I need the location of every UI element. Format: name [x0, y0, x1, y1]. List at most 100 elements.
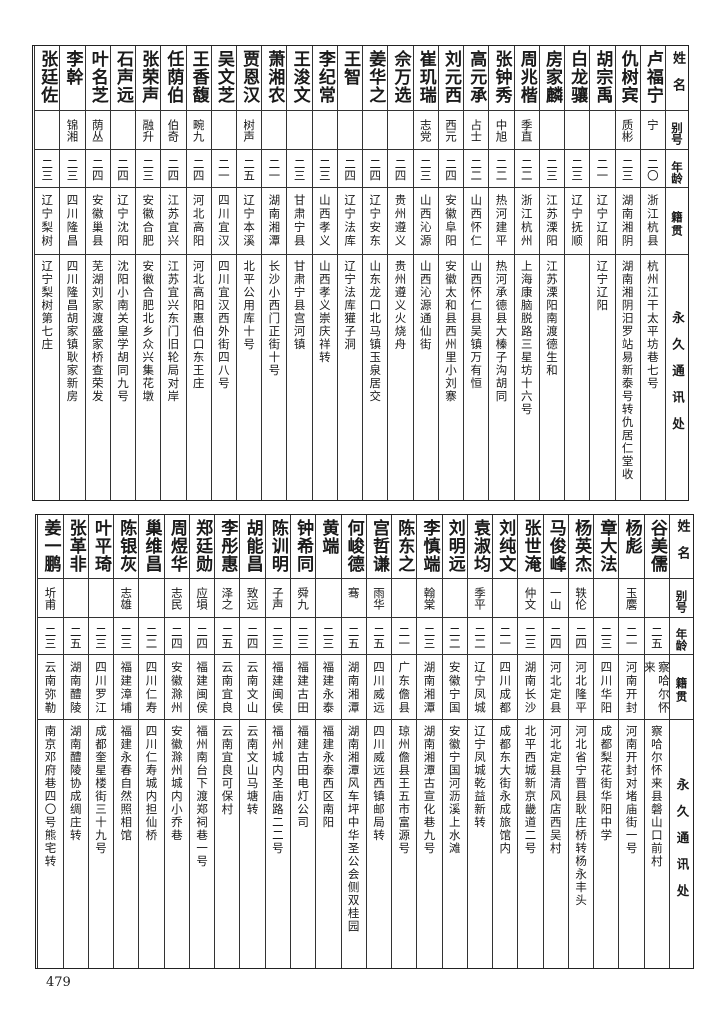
alias-cell: 树声	[237, 111, 262, 150]
person-column: 李幹 锦湘 二三 四川隆昌 四川隆昌胡家镇耿家新房	[59, 46, 85, 500]
address-text: 琼州儋县王五市富源号	[397, 725, 412, 856]
native-cell: 辽宁抚顺	[565, 188, 590, 256]
person-column: 胡能昌 致远 二四 云南文山 云南文山马塘转	[239, 515, 265, 968]
age-text: 二四	[115, 157, 130, 181]
person-column: 张荣声 融升 二三 安徽合肥 安徽合肥北乡众兴集花墩	[135, 46, 161, 500]
person-column: 王浚文 二三 甘肃宁县 甘肃宁县宫河镇	[286, 46, 312, 500]
person-column: 郑廷勋 应塤 二四 福建闽侯 福州南台下渡郑祠巷一号	[188, 515, 215, 968]
name-cell: 周兆楷	[514, 46, 539, 111]
address-text: 辽宁辽阳	[595, 260, 610, 313]
name-text: 黄端	[318, 519, 339, 555]
native-cell: 山西沁源	[413, 188, 438, 256]
native-text: 安徽宁国	[447, 661, 462, 716]
native-cell: 山西怀仁	[464, 188, 489, 256]
name-text: 陈银灰	[116, 519, 137, 573]
name-cell: 钟希同	[291, 515, 316, 579]
native-cell: 河南开封	[619, 655, 644, 721]
alias-cell: 融升	[136, 111, 161, 150]
alias-cell: 锦湘	[60, 111, 85, 150]
name-cell: 杨彪	[619, 515, 644, 579]
native-text: 云南文山	[245, 661, 260, 716]
name-cell: 郑廷勋	[189, 515, 215, 579]
name-cell: 章大法	[594, 515, 619, 579]
age-cell: 二四	[438, 150, 464, 189]
address-text: 辽宁凤城乾益新转	[473, 725, 487, 830]
name-text: 佘万选	[390, 50, 411, 104]
person-column: 胡宗禹 二一 辽宁辽阳 辽宁辽阳	[589, 46, 615, 500]
address-cell: 河北高阳惠伯口东王庄	[187, 255, 211, 500]
native-cell: 福建闽侯	[265, 655, 291, 721]
native-text: 福建闽侯	[270, 661, 285, 716]
address-cell: 河北省宁晋县耿庄桥转杨永丰头	[569, 720, 593, 968]
native-cell: 浙江杭州	[514, 188, 539, 256]
age-text: 二一	[397, 625, 412, 649]
name-text: 宫哲谦	[368, 519, 389, 573]
age-text: 二四	[195, 625, 210, 649]
alias-cell	[287, 111, 312, 150]
alias-cell	[388, 111, 413, 150]
person-column: 张廷佐 二三 辽宁梨树 辽宁梨树第七庄	[34, 46, 60, 500]
native-cell: 安徽阜阳	[438, 188, 464, 256]
age-cell: 二三	[594, 618, 619, 656]
roster-table-top: 姓名 别号 年龄 籍贯 永久通讯处 卢福宁宁二〇 浙江杭县 杭州江干太平坊巷七号 仇树宾 质彬 二三…	[32, 45, 689, 501]
name-cell: 周煜华	[164, 515, 189, 579]
alias-text: 泽之	[220, 586, 235, 610]
age-cell: 二三	[291, 618, 316, 656]
name-text: 贾恩汉	[239, 50, 260, 104]
alias-cell	[644, 579, 669, 618]
native-text: 福建漳埔	[119, 661, 134, 716]
name-cell: 陈银灰	[114, 515, 139, 579]
name-text: 陈东之	[394, 519, 415, 573]
alias-text: 中旭	[494, 118, 509, 142]
page-number: 479	[46, 975, 71, 990]
person-column: 何峻德骞二五 湖南湘潭 湖南湘潭风车坪中华圣公会侧双桂园	[340, 515, 366, 968]
address-text: 山东龙口北马镇玉泉居交	[368, 260, 383, 404]
person-column: 杨英杰 轶伦 二四 河北隆平 河北省宁晋县耿庄桥转杨永丰头	[567, 515, 594, 968]
native-text: 福建永泰	[321, 661, 336, 716]
age-cell: 二四	[337, 150, 363, 189]
native-text: 四川威远	[371, 661, 386, 716]
native-cell: 安徽宁国	[442, 655, 467, 721]
age-text: 二三	[94, 625, 109, 649]
native-cell: 甘肃宁县	[287, 188, 312, 256]
name-text: 姜华之	[365, 50, 386, 104]
address-text: 沈阳小南关皇学胡同九号	[115, 260, 130, 404]
address-cell: 芜湖刘家渡盛家桥查荣发	[86, 255, 110, 500]
address-text: 贵州遵义火烧舟	[393, 260, 408, 352]
address-cell: 辽宁凤城乾益新转	[468, 720, 492, 968]
native-text: 福建闽侯	[195, 661, 210, 716]
address-text: 江苏溧阳南渡德生和	[544, 260, 559, 378]
age-cell: 二三	[114, 618, 139, 656]
name-text: 张革非	[65, 519, 86, 573]
person-column: 周兆楷 季直 二二 浙江杭州 上海康脑脱路三星坊十六号	[513, 46, 539, 500]
name-text: 李幹	[62, 50, 83, 86]
alias-cell: 一山	[543, 579, 568, 618]
name-cell: 贾恩汉	[237, 46, 262, 111]
alias-cell: 泽之	[215, 579, 240, 618]
native-cell: 湖南湘阴	[615, 188, 640, 256]
address-cell: 辽宁梨树第七庄	[35, 255, 59, 500]
address-cell: 杭州江干太平坊巷七号	[641, 255, 665, 500]
name-text: 任荫伯	[163, 50, 184, 104]
person-column: 谷美儒 二五 察哈尔怀来 察哈尔怀来县磐山口前村	[643, 515, 669, 968]
alias-text: 致远	[245, 586, 260, 610]
name-text: 刘明远	[444, 519, 465, 573]
name-cell: 张钟秀	[489, 46, 514, 111]
address-cell: 福建永春自然照相馆	[114, 720, 138, 968]
alias-text: 宁	[645, 118, 660, 131]
age-cell: 二二	[514, 150, 539, 189]
age-cell: 二三	[413, 150, 438, 189]
age-text: 二五	[68, 625, 83, 649]
age-cell: 二四	[568, 618, 594, 656]
native-text: 河南开封	[624, 661, 639, 716]
name-cell: 宫哲谦	[366, 515, 392, 579]
native-text: 河北高阳	[191, 194, 206, 249]
alias-cell	[139, 579, 164, 618]
native-cell: 广东儋县	[392, 655, 417, 721]
age-cell: 二三	[265, 618, 291, 656]
name-text: 房家麟	[541, 50, 562, 104]
alias-text: 志民	[169, 586, 184, 610]
address-cell: 贵州遵义火烧舟	[388, 255, 412, 500]
native-cell: 福建古田	[291, 655, 316, 721]
name-cell: 吴文芝	[211, 46, 237, 111]
